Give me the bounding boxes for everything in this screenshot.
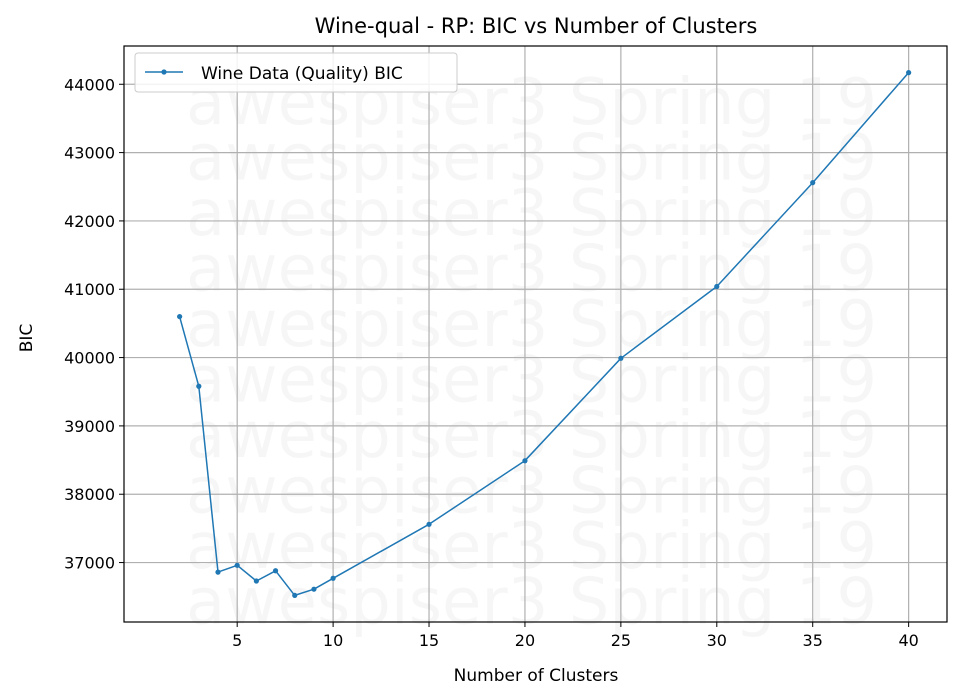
data-point (618, 355, 624, 361)
x-tick-label: 15 (419, 631, 439, 650)
data-point (714, 283, 720, 290)
y-tick-label: 44000 (64, 75, 115, 94)
legend-box (134, 52, 458, 93)
y-tick-label: 42000 (64, 212, 115, 231)
y-tick-label: 41000 (64, 280, 115, 299)
legend: Wine Data (Quality) BIC (134, 52, 458, 93)
data-point (426, 521, 432, 527)
plot-frame (123, 45, 948, 623)
y-tick-label: 38000 (64, 485, 115, 504)
data-point (253, 578, 259, 584)
data-point (330, 575, 336, 581)
x-tick-label: 35 (803, 631, 823, 650)
data-point (196, 383, 202, 389)
data-point (906, 70, 912, 76)
grid (124, 46, 947, 622)
data-point (215, 569, 221, 575)
data-point (810, 180, 816, 186)
y-tick-label: 37000 (64, 554, 115, 573)
data-point (272, 568, 279, 574)
x-axis-label: Number of Clusters (454, 666, 619, 686)
chart-title: Wine-qual - RP: BIC vs Number of Cluster… (315, 14, 758, 38)
data-point (177, 313, 183, 320)
y-axis-ticks: 37000 38000 39000 40000 41000 42000 43000 44000 (64, 75, 124, 573)
series-layer (177, 70, 912, 598)
x-tick-label: 40 (898, 631, 918, 650)
legend-point-marker (161, 69, 167, 75)
x-tick-label: 5 (232, 631, 242, 650)
x-tick-label: 10 (323, 631, 343, 650)
data-point (234, 562, 240, 568)
x-tick-label: 30 (707, 631, 727, 650)
x-tick-label: 20 (515, 631, 535, 650)
y-tick-label: 43000 (64, 144, 115, 163)
legend-label: Wine Data (Quality) BIC (201, 64, 403, 84)
y-axis-label: BIC (17, 324, 37, 353)
watermark-text: awespiser3 Spring 19 (186, 566, 877, 640)
y-tick-label: 39000 (64, 417, 115, 436)
x-axis-ticks: 5 10 15 20 25 30 35 40 (232, 622, 919, 650)
data-point (292, 592, 298, 598)
x-tick-label: 25 (611, 631, 631, 650)
data-point (311, 586, 317, 592)
data-point (522, 458, 528, 464)
y-tick-label: 40000 (64, 349, 115, 368)
